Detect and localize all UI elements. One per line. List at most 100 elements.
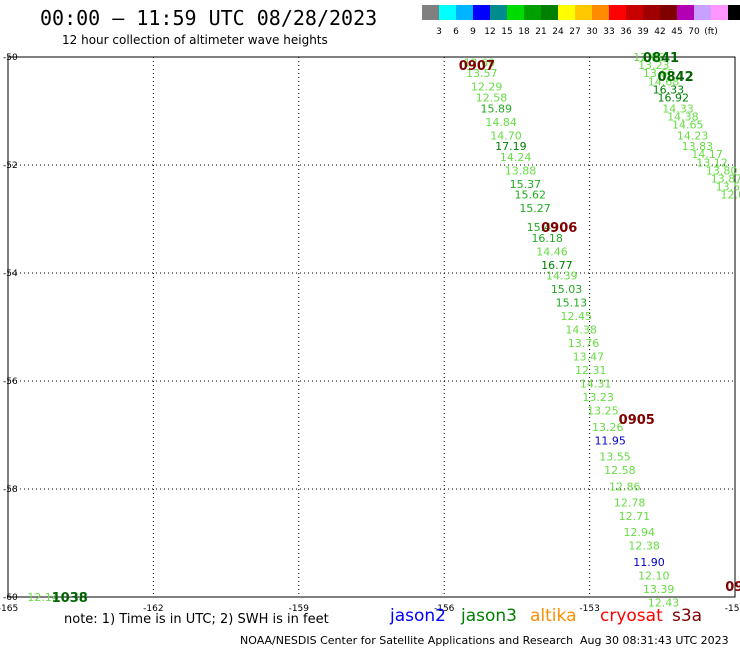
colorbar-swatch — [728, 5, 740, 20]
wave-height-label: 15.37 — [510, 178, 542, 191]
colorbar-swatch — [524, 5, 541, 20]
wave-height-label: 14.38 — [565, 324, 597, 337]
wave-height-label: 12.45 — [561, 310, 593, 323]
colorbar-swatch — [660, 5, 677, 20]
y-tick-label: -50 — [3, 53, 18, 63]
x-tick-label: -159 — [289, 604, 310, 614]
colorbar-tick-label: 45 — [671, 27, 683, 37]
x-tick-label: -156 — [434, 604, 455, 614]
satellite-legend-altika: altika — [530, 606, 577, 626]
x-tick-label: -165 — [0, 604, 18, 614]
colorbar-swatch — [422, 5, 439, 20]
y-tick-label: -60 — [3, 593, 18, 603]
x-tick-label: -162 — [143, 604, 163, 614]
colorbar-tick-label: 12 — [484, 27, 496, 37]
wave-height-label: 13.39 — [643, 583, 675, 596]
colorbar-tick-label: 15 — [501, 27, 513, 37]
wave-height-label: 13.88 — [505, 164, 537, 177]
colorbar-tick-label: 24 — [552, 27, 564, 37]
wave-height-label: 13.55 — [599, 451, 631, 464]
colorbar-tick-label: 30 — [586, 27, 598, 37]
colorbar-tick-label: 9 — [470, 27, 476, 37]
wave-height-label: 13.23 — [638, 59, 670, 72]
satellite-legend-jason3: jason3 — [461, 606, 517, 626]
wave-height-label: 12.31 — [575, 364, 607, 377]
colorbar-tick-label: 39 — [637, 27, 649, 37]
units-note: note: 1) Time is in UTC; 2) SWH is in fe… — [64, 612, 329, 627]
footer-credit: NOAA/NESDIS Center for Satellite Applica… — [240, 634, 574, 647]
wave-height-label: 12.78 — [614, 497, 646, 510]
wave-height-label: 12.38 — [628, 540, 660, 553]
wave-height-label: 13.76 — [568, 337, 600, 350]
wave-height-label: 12.43 — [648, 596, 680, 609]
wave-height-label: 12.0 — [720, 189, 740, 202]
x-tick-label: -153 — [579, 604, 599, 614]
wave-height-label: 15.62 — [514, 189, 546, 202]
y-tick-label: -52 — [3, 161, 18, 171]
y-tick-label: -58 — [3, 485, 18, 495]
wave-height-label: 16.33 — [653, 83, 685, 96]
wave-height-label: 14.24 — [500, 151, 531, 164]
colorbar-tick-label: 6 — [453, 27, 459, 37]
colorbar-tick-label: 3 — [436, 27, 442, 37]
colorbar-swatch — [558, 5, 575, 20]
pass-time-label: 0842 — [657, 70, 693, 85]
colorbar-swatch — [677, 5, 694, 20]
wave-height-label: 15.03 — [551, 283, 583, 296]
wave-height-label: 11.95 — [594, 434, 626, 447]
wave-height-label: 14.23 — [677, 129, 709, 142]
wave-height-label: 15.27 — [519, 202, 551, 215]
wave-height-label: 12.10 — [638, 569, 670, 582]
colorbar-swatch — [592, 5, 609, 20]
wave-height-label: 12.86 — [609, 480, 641, 493]
colorbar-tick-label: 18 — [518, 27, 530, 37]
pass-time-label: 0907 — [459, 59, 495, 74]
colorbar-tick-label: 21 — [535, 27, 547, 37]
wave-height-label: 14.70 — [490, 129, 522, 142]
chart-title: 00:00 – 11:59 UTC 08/28/2023 — [40, 6, 378, 30]
colorbar-swatch — [439, 5, 456, 20]
wave-height-label: 15.49 — [527, 221, 559, 234]
colorbar-swatch — [626, 5, 643, 20]
colorbar-swatch — [473, 5, 490, 20]
footer-timestamp: Aug 30 08:31:43 UTC 2023 — [580, 634, 729, 647]
wave-height-label: 17.19 — [495, 140, 526, 153]
wave-height-label: 14.38 — [667, 110, 699, 123]
chart-subtitle: 12 hour collection of altimeter wave hei… — [62, 33, 328, 47]
wave-height-label: 13.83 — [682, 140, 714, 153]
wave-height-label: 13.25 — [587, 405, 619, 418]
wave-height-label: 13.65 — [643, 67, 675, 80]
satellite-legend-s3a: s3a — [672, 606, 703, 626]
colorbar-swatch — [507, 5, 524, 20]
colorbar-tick-label: (ft) — [704, 27, 718, 37]
colorbar-tick-label: 36 — [620, 27, 632, 37]
wave-height-label: 13.26 — [592, 421, 624, 434]
wave-height-label: 14.33 — [662, 102, 694, 115]
wave-height-label: 12.29 — [471, 81, 503, 94]
colorbar-swatch — [711, 5, 728, 20]
colorbar-swatch — [541, 5, 558, 20]
colorbar-swatch — [694, 5, 711, 20]
wave-height-label: 14.46 — [536, 245, 568, 258]
wave-height-label: 14.39 — [546, 270, 578, 283]
wave-height-label: 12.94 — [624, 526, 656, 539]
wave-height-label: 13.53 — [716, 181, 740, 194]
wave-height-label: 11.90 — [633, 556, 665, 569]
wave-height-label: 14.84 — [485, 116, 517, 129]
wave-height-label: 15.89 — [481, 102, 513, 115]
colorbar-tick-label: 42 — [654, 27, 666, 37]
wave-height-label: 14.65 — [672, 119, 704, 132]
wave-height-label: 12.14 — [27, 591, 58, 604]
colorbar-swatch — [643, 5, 660, 20]
colorbar-tick-label: 70 — [688, 27, 700, 37]
wave-height-label: 12.71 — [619, 510, 651, 523]
wave-height-label: 15.13 — [556, 297, 588, 310]
wave-height-label: 13.80 — [706, 164, 738, 177]
satellite-legend-cryosat: cryosat — [600, 606, 663, 626]
y-tick-label: -56 — [3, 377, 18, 387]
pass-time-label: 1038 — [52, 591, 88, 606]
y-tick-label: -54 — [3, 269, 18, 279]
satellite-legend-jason2: jason2 — [390, 606, 446, 626]
wave-height-label: 12.69 — [464, 56, 496, 69]
